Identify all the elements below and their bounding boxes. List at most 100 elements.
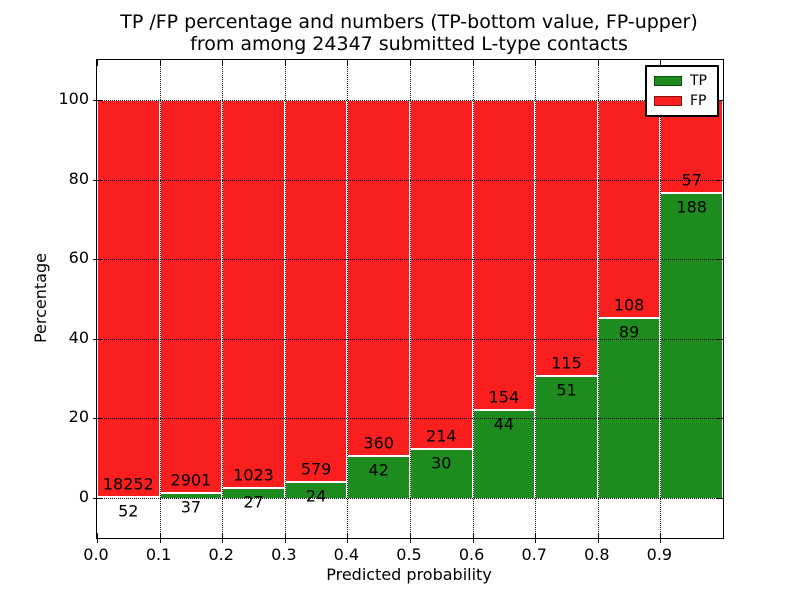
legend-item-fp: FP [647,94,717,108]
fp-count-label: 1023 [233,465,274,485]
y-tick-mark [93,259,102,261]
x-tick-mark [97,533,98,543]
chart-title-line2: from among 24347 submitted L-type contac… [190,33,628,55]
fp-legend-swatch [654,96,682,106]
v-gridline [410,60,411,538]
x-tick-mark-top [222,60,224,66]
x-tick-label: 0.3 [271,545,297,564]
x-axis-label: Predicted probability [326,565,492,584]
y-tick-mark-right [717,498,723,499]
x-tick-mark [535,533,537,543]
v-gridline [472,60,474,538]
fp-count-label: 579 [300,459,332,479]
y-tick-label: 100 [58,89,89,108]
y-tick-mark-right [717,259,723,261]
x-tick-mark [347,533,349,543]
y-tick-mark [93,179,102,181]
y-tick-label: 0 [78,487,89,506]
bar-tp-segment [535,375,598,498]
v-gridline [535,60,537,538]
fp-count-label: 108 [613,295,645,315]
bar-fp-segment [159,100,223,493]
tp-count-label: 37 [180,497,202,517]
x-tick-mark-top [660,60,662,66]
tp-count-label: 188 [676,197,707,217]
x-tick-label: 0.4 [333,545,360,564]
x-tick-mark [222,533,224,543]
x-tick-label: 0.7 [521,545,547,564]
bar-tp-segment [410,449,473,498]
tp-count-label: 42 [368,460,389,480]
bar-tp-segment [97,496,160,498]
tp-count-label: 24 [305,486,327,506]
tp-legend-swatch [654,76,682,86]
y-tick-mark-right [717,100,723,101]
tp-count-label: 89 [618,322,640,342]
x-tick-mark-top [535,60,537,66]
y-tick-label: 40 [68,327,89,347]
y-tick-mark [93,338,102,340]
x-tick-mark-top [284,60,286,66]
x-tick-label: 0.5 [396,545,422,564]
tp-legend-label: TP [690,73,707,89]
legend: TP FP [645,65,719,117]
fp-legend-label: FP [690,93,707,109]
fp-count-label: 18252 [102,474,154,494]
y-tick-label: 80 [68,168,89,188]
x-tick-label: 0.9 [646,545,673,564]
bar-fp-segment [97,100,160,497]
fp-count-label: 214 [426,426,457,446]
x-tick-mark-top [159,60,161,66]
x-tick-mark-top [347,60,349,66]
x-tick-label: 0.0 [83,545,109,564]
x-tick-mark-top [97,60,98,66]
v-gridline [159,60,161,538]
x-tick-mark [159,533,161,543]
x-tick-mark-top [597,60,599,66]
chart-title-line1: TP /FP percentage and numbers (TP-bottom… [120,11,698,33]
x-tick-label: 0.8 [584,545,610,564]
y-tick-mark [93,100,102,101]
y-axis-label: Percentage [31,253,50,344]
x-tick-mark-top [472,60,474,66]
x-tick-mark [284,533,286,543]
bar-tp-segment [472,409,536,498]
x-tick-mark-top [410,60,411,66]
tp-count-label: 51 [556,380,577,400]
y-tick-mark-right [717,179,723,181]
bar-tp-segment [660,192,723,498]
bar-fp-segment [410,100,473,450]
x-tick-label: 0.2 [208,545,234,564]
fp-count-label: 360 [363,433,394,453]
bar-fp-segment [472,100,536,410]
legend-item-tp: TP [647,74,717,88]
bar-fp-segment [535,100,598,376]
x-tick-mark [597,533,599,543]
x-tick-label: 0.6 [458,545,485,564]
chart-title: TP /FP percentage and numbers (TP-bottom… [96,11,722,55]
tp-count-label: 44 [493,414,515,434]
fp-count-label: 2901 [170,470,212,490]
x-tick-mark [660,533,662,543]
y-tick-label: 60 [68,248,89,268]
y-tick-mark-right [717,418,723,420]
fp-count-label: 57 [681,170,702,190]
v-gridline [222,60,224,538]
bar-fp-segment [222,100,285,488]
bar-fp-segment [284,100,348,483]
plot-area: 18252 52 2901 37 1023 27 579 24 360 42 214 30 154 44 1… [93,59,724,543]
y-tick-mark [93,418,102,420]
v-gridline [347,60,349,538]
tp-count-label: 52 [118,501,139,521]
fp-count-label: 154 [488,387,520,407]
fp-count-label: 115 [551,353,582,373]
y-tick-mark [93,498,102,499]
v-gridline [597,60,599,538]
bar-tp-segment [597,318,661,498]
tp-count-label: 27 [243,492,264,512]
bar-tp-segment [347,456,410,498]
x-tick-label: 0.1 [145,545,172,564]
x-tick-mark [472,533,474,543]
y-tick-mark-right [717,338,723,340]
